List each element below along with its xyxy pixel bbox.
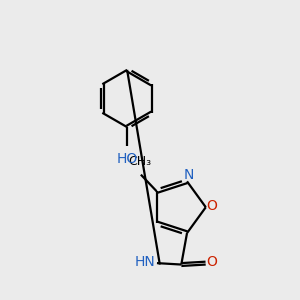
Text: N: N: [183, 168, 194, 182]
Text: O: O: [207, 199, 218, 213]
Text: HO: HO: [116, 152, 138, 166]
Text: O: O: [206, 255, 217, 269]
Text: CH₃: CH₃: [128, 155, 151, 168]
Text: HN: HN: [135, 255, 155, 269]
